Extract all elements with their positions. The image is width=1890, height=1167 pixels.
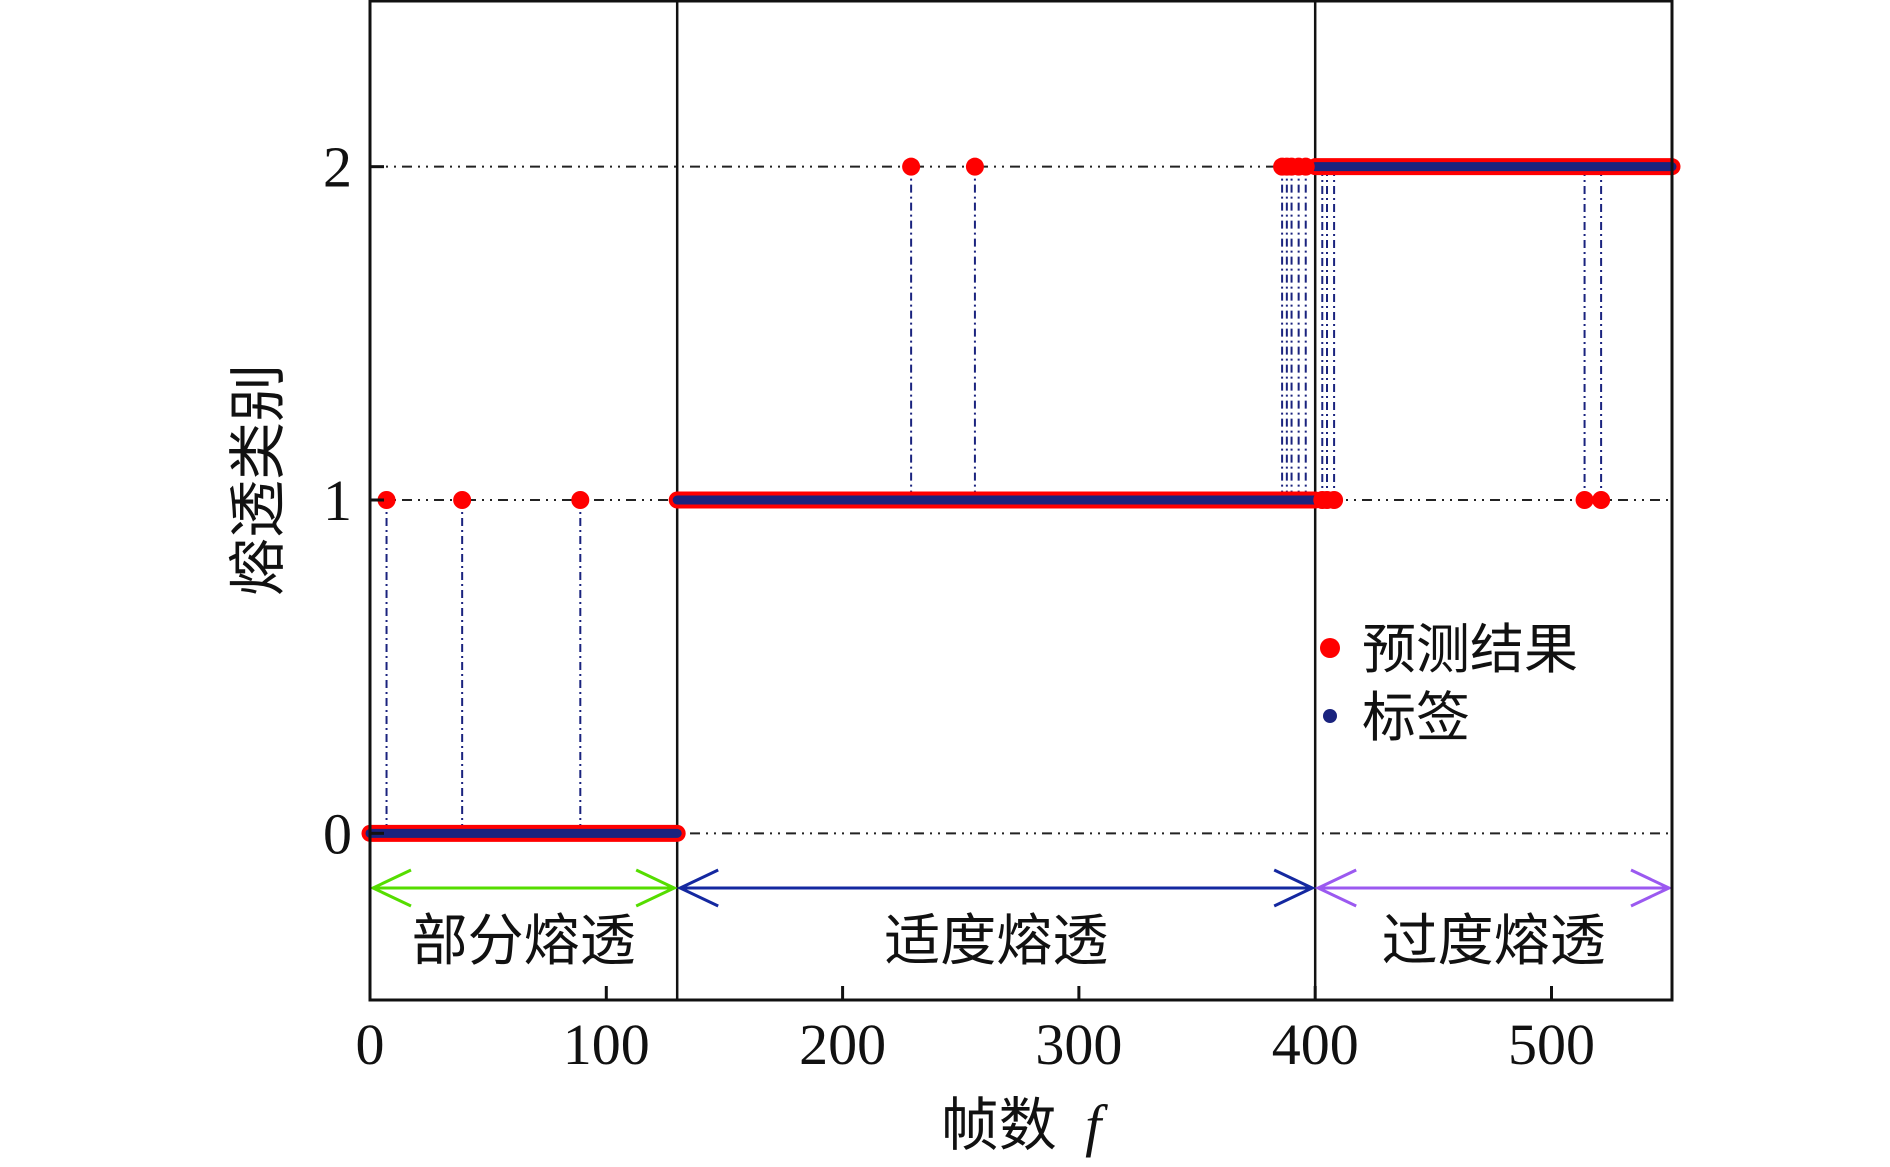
pred-outlier-point-3 (571, 491, 590, 509)
x-tick-label-400: 400 (1272, 1012, 1359, 1077)
pred-outlier-point-13 (1325, 491, 1344, 509)
pred-outlier-point-10 (1296, 157, 1315, 176)
region-arrowhead-left-1 (369, 868, 412, 908)
region-arrowhead-left-3 (1314, 868, 1357, 908)
region-layer: 部分熔透 适度熔透 过度熔透 (369, 0, 1673, 1000)
point-layer (361, 157, 1681, 842)
pred-outlier-point-4 (902, 157, 921, 176)
legend-label-1: 预测结果 (1362, 618, 1578, 681)
x-axis-title: 帧数 f (941, 1091, 1108, 1159)
y-tick-label-0: 0 (323, 801, 352, 866)
x-tick-label-300: 300 (1035, 1012, 1122, 1077)
x-tick-label-100: 100 (563, 1012, 650, 1077)
pred-outlier-point-14 (1575, 491, 1594, 509)
x-tick-label-0: 0 (356, 1012, 385, 1077)
tick-layer: 0 100 200 300 400 500 0 1 2 (323, 135, 1595, 1077)
y-tick-label-2: 2 (323, 135, 352, 200)
region-arrowhead-right-2 (1273, 868, 1316, 908)
legend-marker-1 (1320, 638, 1340, 658)
y-tick-label-1: 1 (323, 468, 352, 533)
x-axis-label: 帧数 (941, 1091, 1057, 1159)
pred-outlier-point-1 (377, 491, 396, 509)
pred-outlier-point-15 (1592, 491, 1611, 509)
pred-outlier-point-5 (965, 157, 984, 176)
x-tick-label-500: 500 (1508, 1012, 1595, 1077)
x-tick-label-200: 200 (799, 1012, 886, 1077)
region-label-1: 部分熔透 (412, 909, 636, 974)
legend-label-2: 标签 (1362, 686, 1470, 749)
region-arrowhead-left-2 (676, 868, 719, 908)
y-axis-title: 熔透类别 (224, 364, 292, 596)
region-label-2: 适度熔透 (884, 909, 1108, 974)
region-label-3: 过度熔透 (1382, 909, 1606, 974)
region-arrowhead-right-3 (1630, 868, 1673, 908)
x-axis-variable: f (1085, 1093, 1108, 1158)
pred-outlier-point-2 (453, 491, 472, 509)
stem-layer (385, 166, 1603, 834)
region-arrowhead-right-1 (635, 868, 678, 908)
legend-marker-2 (1323, 709, 1337, 723)
